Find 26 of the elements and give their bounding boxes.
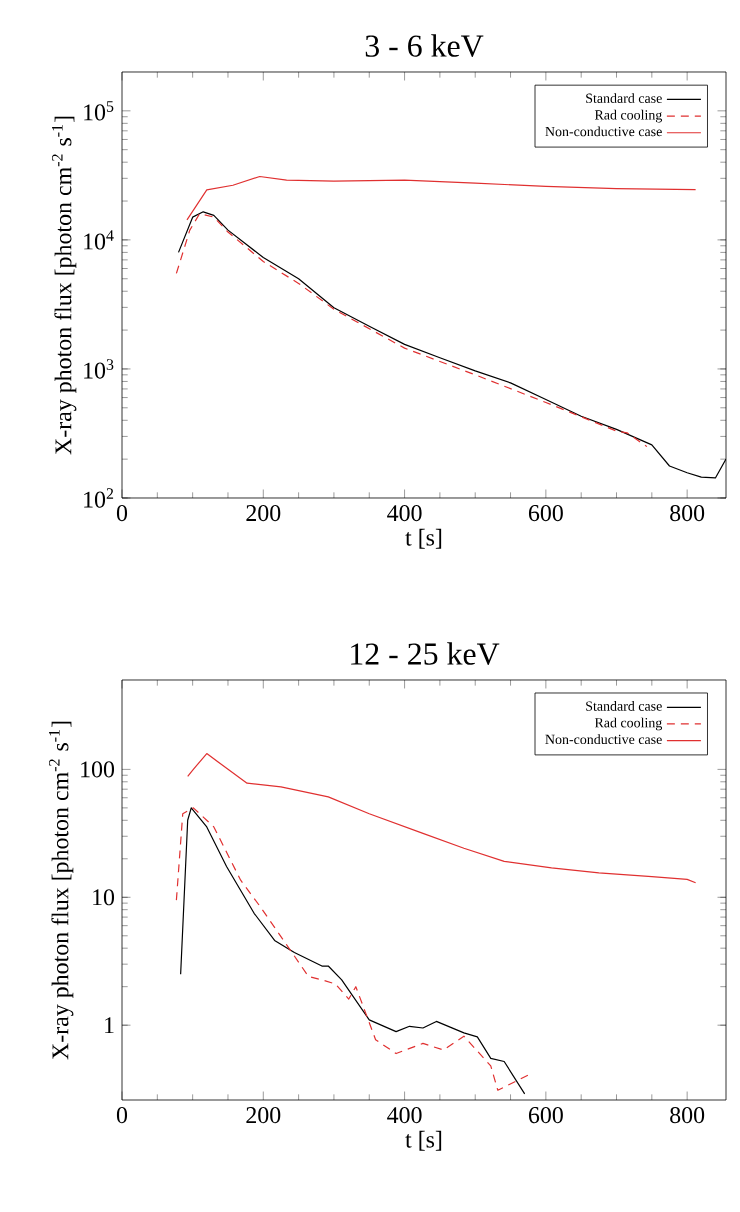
x-tick-label: 200	[246, 505, 281, 522]
y-tick-label: 10	[93, 889, 115, 906]
y-tick-label: 100	[81, 761, 115, 778]
x-tick-label: 400	[387, 505, 422, 522]
y-tick-label: 1	[105, 1017, 114, 1034]
x-tick-label: 0	[116, 1107, 128, 1124]
y-axis-title: X-ray photon flux [photon cm$^{-2}$ s$^{-1}$]	[51, 116, 77, 455]
line-series	[186, 175, 697, 221]
y-tick-label: 10$^{4}$	[84, 230, 114, 250]
x-tick-label: 200	[246, 1107, 281, 1124]
y-tick-label: 10$^{3}$	[84, 359, 114, 379]
y-tick-label: 10$^{2}$	[84, 488, 114, 508]
y-tick-label: 10$^{5}$	[84, 101, 114, 121]
x-tick-label: 800	[670, 1107, 705, 1124]
x-tick-label: 800	[670, 505, 705, 522]
chart-title: 12 - 25 keV	[351, 642, 500, 665]
x-tick-label: 0	[116, 505, 128, 522]
line-series	[175, 212, 648, 448]
line-series	[187, 752, 697, 884]
x-axis-title: t [s]	[405, 528, 442, 549]
y-axis-title: X-ray photon flux [photon cm$^{-2}$ s$^{-1}$]	[48, 721, 74, 1060]
x-tick-label: 400	[387, 1107, 422, 1124]
x-axis-title: t [s]	[405, 1130, 442, 1151]
x-tick-label: 600	[528, 1107, 563, 1124]
x-tick-label: 600	[528, 505, 563, 522]
chart-title: 3 - 6 keV	[365, 34, 484, 57]
